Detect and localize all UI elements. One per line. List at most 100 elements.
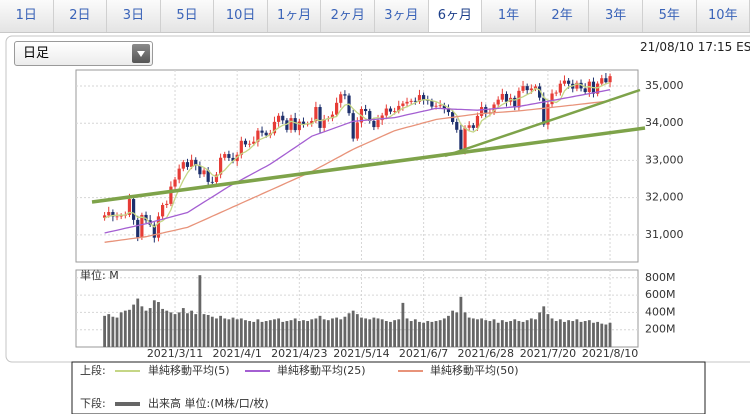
candle-body xyxy=(475,115,480,128)
candle-body xyxy=(322,119,326,128)
volume-bar xyxy=(463,312,467,347)
volume-bar xyxy=(351,310,355,347)
volume-bar xyxy=(517,321,521,347)
candle-body xyxy=(351,113,355,139)
period-tab[interactable]: 3ヶ月 xyxy=(375,0,429,32)
candle-body xyxy=(579,82,583,89)
candle-body xyxy=(202,170,206,175)
moving-average-line xyxy=(104,100,611,243)
candle-body xyxy=(314,107,318,121)
candle-body xyxy=(504,93,509,102)
candle-body xyxy=(434,105,438,107)
trend-lines xyxy=(91,88,646,204)
x-tick-label: 2021/5/14 xyxy=(333,347,389,360)
candle-body xyxy=(223,154,227,158)
candle-body xyxy=(463,127,467,150)
candle-body xyxy=(384,108,388,116)
candle-body xyxy=(219,157,223,175)
volume-bar xyxy=(244,320,247,347)
candle-body xyxy=(119,215,123,217)
trend-line xyxy=(444,88,641,158)
period-tab[interactable]: 3日 xyxy=(107,0,161,32)
candle-body xyxy=(181,162,185,169)
candle-body xyxy=(417,95,422,102)
volume-bar xyxy=(227,319,231,347)
volume-bar xyxy=(347,313,351,347)
volume-bar xyxy=(256,319,260,347)
candle-body xyxy=(111,212,115,217)
volume-bar xyxy=(496,322,500,347)
volume-bar xyxy=(144,310,148,347)
volume-bar xyxy=(563,321,566,347)
candle-body xyxy=(480,107,484,116)
volume-bar xyxy=(534,319,537,347)
volume-bar xyxy=(513,319,517,347)
y-tick-label: 32,000 xyxy=(645,191,684,204)
period-tab[interactable]: 10日 xyxy=(214,0,268,32)
volume-bar xyxy=(186,313,189,347)
dropdown-label: 日足 xyxy=(23,46,50,61)
period-tab[interactable]: 5年 xyxy=(642,0,697,32)
x-tick-label: 2021/4/1 xyxy=(212,347,261,360)
candle-body xyxy=(185,162,190,167)
candle-body xyxy=(583,88,587,93)
volume-bar xyxy=(285,321,289,347)
candle-body xyxy=(459,129,463,150)
volume-bar xyxy=(239,318,243,347)
candle-body xyxy=(330,114,335,119)
candle-body xyxy=(393,111,397,112)
period-tab[interactable]: 3年 xyxy=(589,0,643,32)
candle-body xyxy=(567,80,571,84)
volume-bar xyxy=(335,317,339,347)
volume-bar xyxy=(505,321,508,347)
trend-line xyxy=(91,126,646,204)
period-tab[interactable]: 2日 xyxy=(53,0,108,32)
candle-body xyxy=(401,103,405,106)
volume-bar xyxy=(289,320,293,347)
volume-bar xyxy=(202,314,206,347)
candle-body xyxy=(306,123,310,125)
candle-body xyxy=(554,92,558,94)
candle-body xyxy=(335,102,339,115)
volume-bar xyxy=(364,318,368,347)
volume-bar xyxy=(314,318,318,347)
volume-bar xyxy=(426,321,430,347)
period-tab[interactable]: 10年 xyxy=(696,0,750,32)
volume-bar xyxy=(306,321,310,347)
volume-bar xyxy=(376,318,380,347)
volume-bar xyxy=(567,320,571,347)
volume-bar xyxy=(119,312,123,347)
volume-bar xyxy=(148,308,152,347)
candle-body xyxy=(355,122,359,139)
period-tab[interactable]: 6ヶ月 xyxy=(428,0,483,32)
volume-bar xyxy=(455,312,459,347)
candle-body xyxy=(252,141,256,144)
volume-bar xyxy=(310,319,314,347)
candle-body xyxy=(388,108,393,112)
period-tab[interactable]: 1年 xyxy=(482,0,536,32)
period-tab[interactable]: 1ヶ月 xyxy=(267,0,322,32)
volume-bar xyxy=(173,314,177,347)
candle-body xyxy=(301,121,306,124)
plot-layer: 31,000 32,000 33,000 34,000 35,000 200M 400M 60… xyxy=(76,70,684,360)
dropdown-arrow[interactable] xyxy=(132,44,150,63)
period-tab[interactable]: 2年 xyxy=(535,0,590,32)
volume-bar xyxy=(235,319,239,347)
period-tab[interactable]: 1日 xyxy=(0,0,54,32)
candle-body xyxy=(136,219,140,238)
candle-body xyxy=(397,105,401,112)
candle-body xyxy=(575,82,579,89)
candle-body xyxy=(297,121,301,131)
candle-body xyxy=(529,88,533,91)
period-tab[interactable]: 2ヶ月 xyxy=(321,0,376,32)
candle-body xyxy=(558,83,562,93)
candle-body xyxy=(227,154,231,158)
candle-body xyxy=(467,125,471,128)
candle-body xyxy=(442,105,446,109)
volume-bar xyxy=(558,319,562,347)
candle-body xyxy=(152,224,156,238)
interval-dropdown[interactable]: 日足 xyxy=(14,41,153,66)
volume-bar xyxy=(152,300,156,347)
volume-bar xyxy=(438,320,442,347)
period-tab[interactable]: 5日 xyxy=(160,0,215,32)
